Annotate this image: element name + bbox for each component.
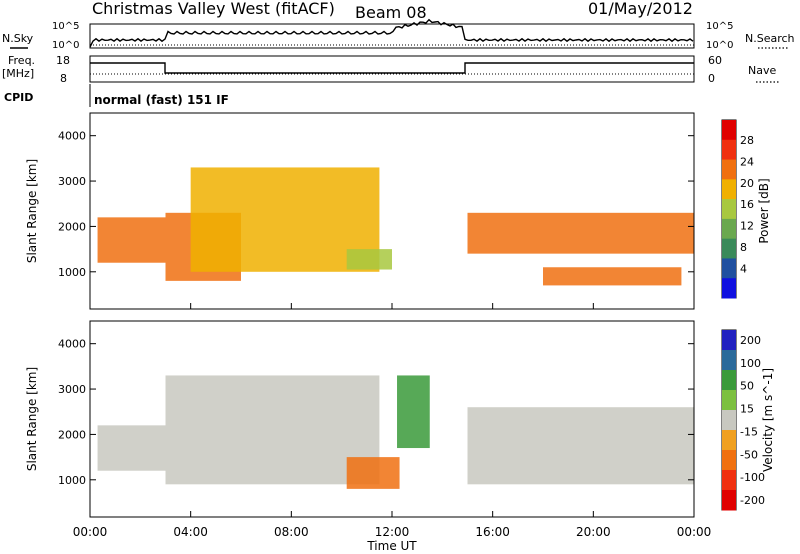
power-colorbar: 4 8 12 16 20 24 28 (722, 120, 754, 299)
y-tick-label: 4000 (58, 338, 86, 351)
power-heatmap (97, 167, 694, 286)
scatter-region (467, 212, 694, 254)
x-tick-label: 12:00 (375, 525, 410, 539)
time-x-axis: 00:00 04:00 08:00 12:00 16:00 20:00 00:00 (73, 303, 712, 539)
cpid-value: normal (fast) 151 IF (94, 93, 229, 107)
velocity-y-axis: 1000 2000 3000 4000 (58, 338, 694, 487)
velocity-y-label: Slant Range [km] (25, 367, 39, 471)
nsearch-tick-top: 10^5 (706, 21, 733, 32)
colorbar-tick-label: 16 (740, 198, 754, 211)
scatter-region (97, 425, 166, 471)
scatter-region (346, 249, 392, 270)
nsky-label: N.Sky (2, 32, 34, 45)
date-label: 01/May/2012 (588, 0, 693, 18)
x-tick-label: 00:00 (677, 525, 712, 539)
colorbar-swatch (722, 390, 736, 411)
y-tick-label: 3000 (58, 383, 86, 396)
colorbar-swatch (722, 139, 736, 161)
scatter-region (397, 375, 430, 449)
nsky-tick-top: 10^5 (52, 21, 79, 32)
colorbar-tick-label: 15 (740, 403, 754, 416)
colorbar-swatch (722, 470, 736, 491)
velocity-colorbar-label: Velocity [m s^-1] (761, 368, 775, 472)
colorbar-tick-label: -15 (740, 425, 758, 438)
scatter-region (97, 217, 166, 263)
y-tick-label: 2000 (58, 428, 86, 441)
colorbar-tick-label: -50 (740, 448, 758, 461)
x-axis-label: Time UT (366, 539, 417, 553)
power-y-axis: 1000 2000 3000 4000 (58, 130, 694, 279)
nsky-panel-frame (89, 23, 695, 49)
colorbar-swatch (722, 238, 736, 259)
colorbar-swatch (722, 120, 736, 141)
scatter-region (543, 267, 682, 286)
nsky-tick-bottom: 10^0 (52, 40, 79, 51)
colorbar-swatch (722, 199, 736, 220)
scatter-region (467, 407, 694, 485)
y-tick-label: 1000 (58, 474, 86, 487)
freq-tick-bottom: 8 (60, 72, 67, 85)
colorbar-tick-label: 20 (740, 177, 754, 190)
freq-trace (90, 62, 694, 74)
colorbar-tick-label: -200 (740, 494, 765, 507)
x-tick-label: 04:00 (173, 525, 208, 539)
colorbar-tick-label: 24 (740, 155, 754, 168)
colorbar-tick-label: -100 (740, 471, 765, 484)
power-y-label: Slant Range [km] (25, 159, 39, 263)
colorbar-tick-label: 100 (740, 357, 761, 370)
colorbar-swatch (722, 450, 736, 471)
colorbar-swatch (722, 179, 736, 200)
x-tick-label: 00:00 (73, 525, 108, 539)
colorbar-swatch (722, 159, 736, 180)
y-tick-label: 4000 (58, 130, 86, 143)
colorbar-swatch (722, 370, 736, 391)
freq-unit: [MHz] (2, 67, 34, 80)
nave-label: Nave (748, 64, 776, 77)
y-tick-label: 3000 (58, 175, 86, 188)
colorbar-swatch (722, 330, 736, 351)
velocity-colorbar: 200 100 50 15 -15 -50 -100 -200 (722, 330, 765, 511)
beam-label: Beam 08 (355, 3, 427, 22)
power-colorbar-label: Power [dB] (757, 178, 771, 243)
freq-panel-frame (89, 55, 695, 83)
scatter-region (165, 375, 380, 485)
y-tick-label: 1000 (58, 266, 86, 279)
scatter-region (346, 457, 400, 489)
cpid-label: CPID (4, 91, 33, 104)
x-tick-label: 20:00 (576, 525, 611, 539)
colorbar-swatch (722, 278, 736, 299)
nave-tick-bottom: 0 (708, 72, 715, 85)
colorbar-swatch (722, 218, 736, 240)
x-tick-label: 08:00 (274, 525, 309, 539)
colorbar-swatch (722, 350, 736, 371)
colorbar-tick-label: 28 (740, 134, 754, 147)
freq-tick-top: 18 (56, 54, 70, 67)
colorbar-tick-label: 200 (740, 334, 761, 347)
colorbar-swatch (722, 410, 736, 431)
nsearch-label: N.Search (745, 32, 795, 45)
nsky-trace (89, 18, 694, 48)
nsearch-tick-bottom: 10^0 (706, 40, 733, 51)
y-tick-label: 2000 (58, 220, 86, 233)
station-title: Christmas Valley West (fitACF) (92, 0, 335, 18)
freq-label: Freq. (8, 54, 35, 67)
colorbar-tick-label: 8 (740, 241, 747, 254)
colorbar-swatch (722, 430, 736, 451)
colorbar-tick-label: 4 (740, 263, 747, 276)
colorbar-swatch (722, 258, 736, 279)
velocity-heatmap (97, 375, 694, 489)
colorbar-swatch (722, 490, 736, 511)
colorbar-tick-label: 12 (740, 220, 754, 233)
colorbar-tick-label: 50 (740, 380, 754, 393)
x-tick-label: 16:00 (475, 525, 510, 539)
nave-tick-top: 60 (708, 54, 722, 67)
